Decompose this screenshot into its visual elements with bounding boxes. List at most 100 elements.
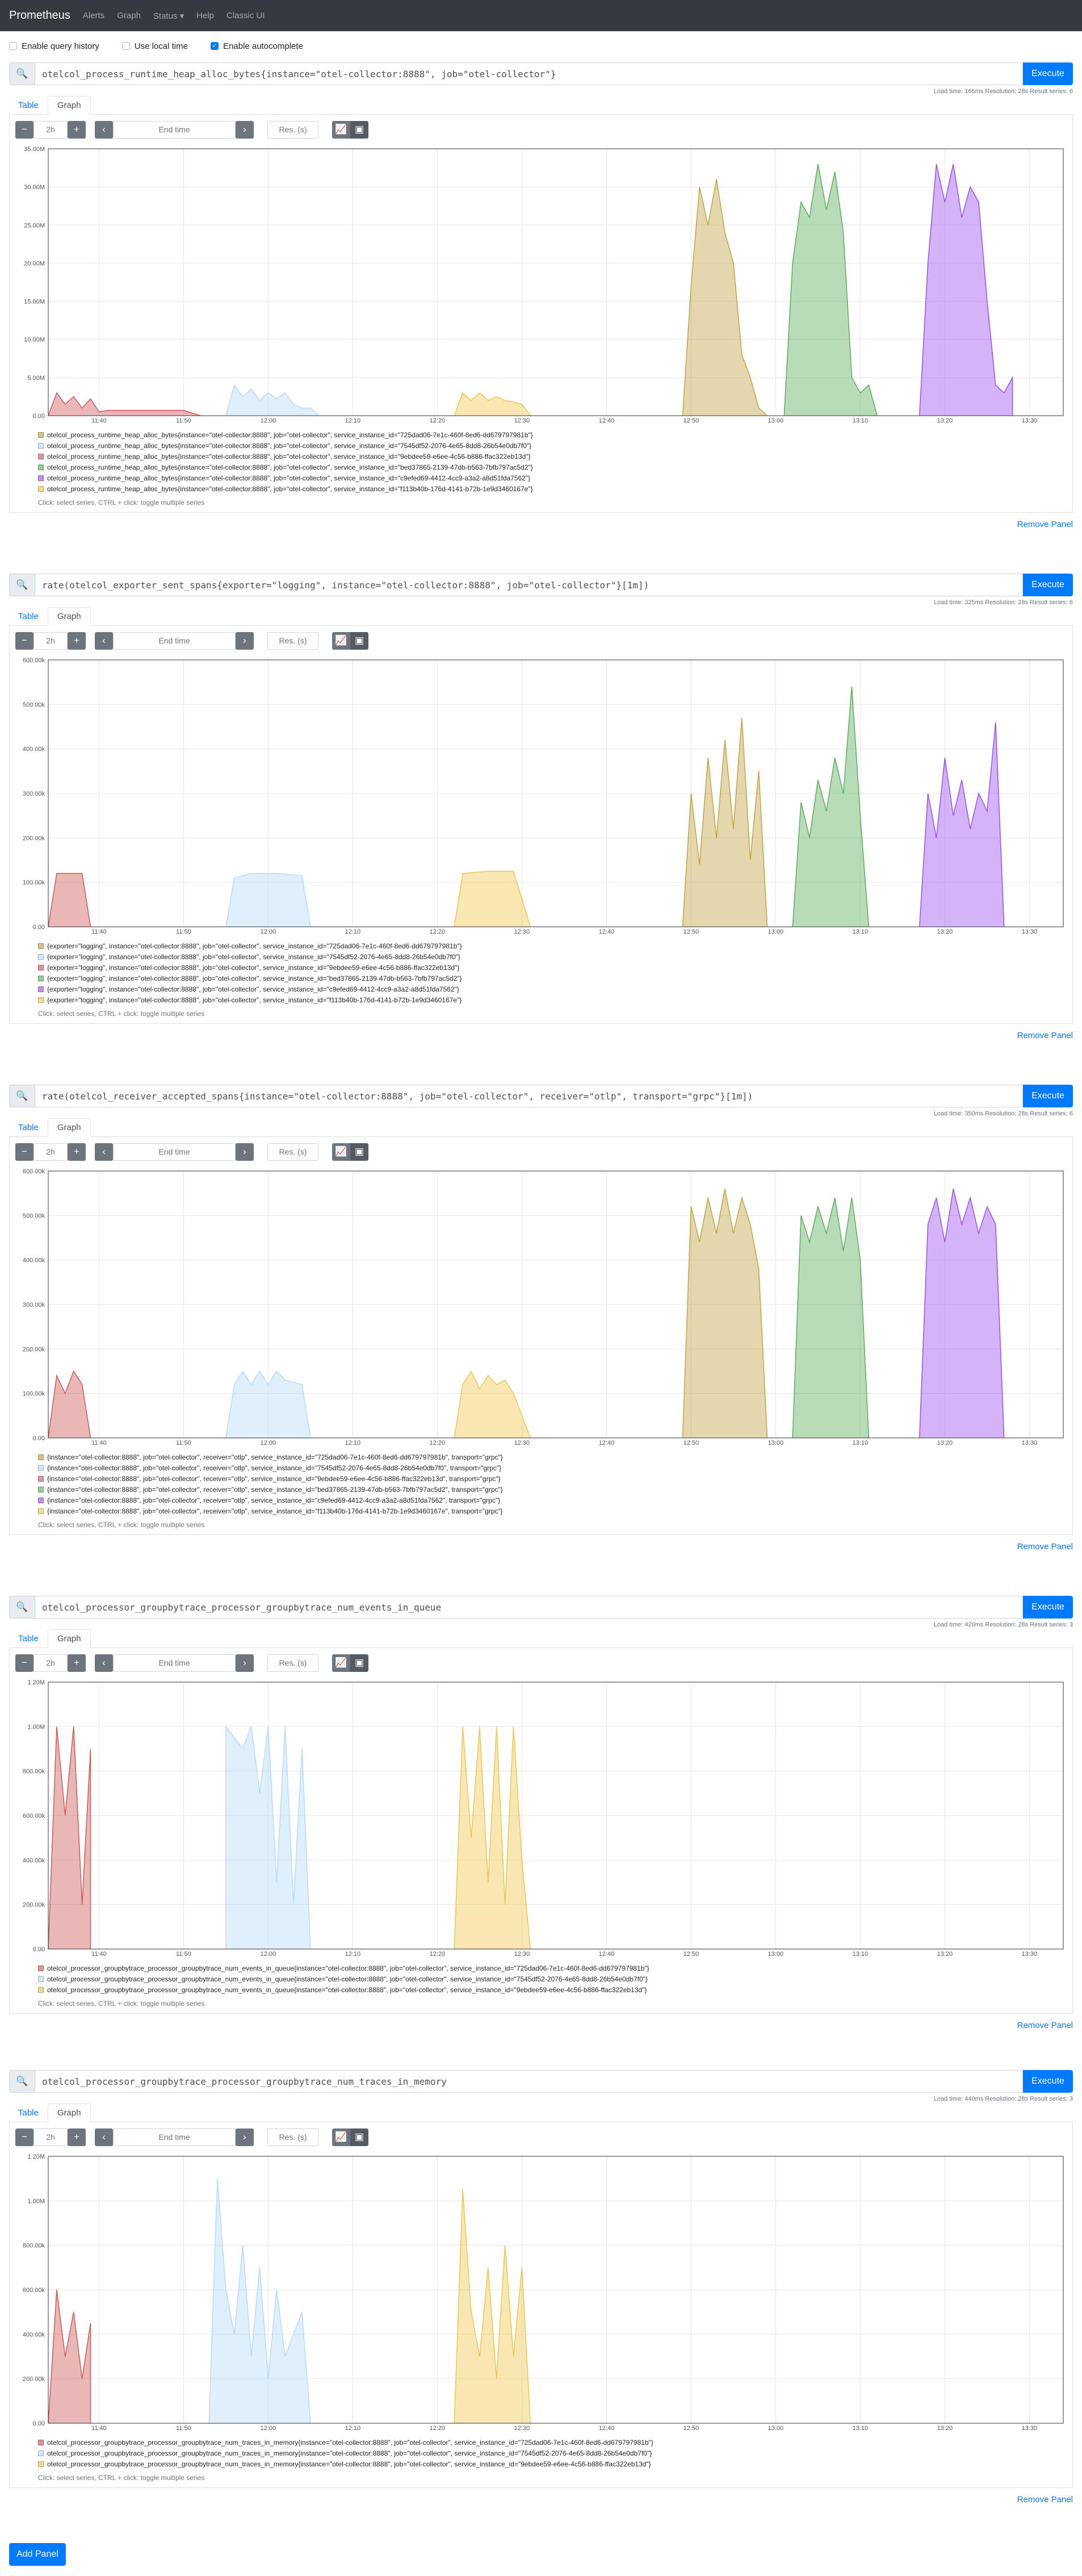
legend-item[interactable]: {instance="otel-collector:8888", job="ot…: [38, 1462, 1053, 1473]
legend-item[interactable]: {instance="otel-collector:8888", job="ot…: [38, 1506, 1053, 1516]
time-back-button[interactable]: ‹: [95, 120, 113, 139]
legend-item[interactable]: {exporter="logging", instance="otel-coll…: [38, 951, 1053, 962]
legend-item[interactable]: otelcol_processor_groupbytrace_processor…: [38, 2458, 1053, 2469]
execute-button[interactable]: Execute: [1023, 1596, 1073, 1619]
nav-alerts[interactable]: Alerts: [82, 11, 105, 20]
autocomplete-option[interactable]: ✓ Enable autocomplete: [210, 41, 303, 51]
resolution-input[interactable]: Res. (s): [267, 120, 318, 139]
stacked-chart-button[interactable]: ▣: [350, 2128, 368, 2146]
range-increase-button[interactable]: +: [68, 2128, 86, 2146]
time-back-button[interactable]: ‹: [95, 1654, 113, 1672]
range-input[interactable]: 2h: [33, 1654, 68, 1672]
end-time-input[interactable]: End time: [113, 2128, 236, 2146]
end-time-input[interactable]: End time: [113, 1654, 236, 1672]
tab-graph[interactable]: Graph: [47, 2104, 91, 2122]
stacked-chart-button[interactable]: ▣: [350, 632, 368, 650]
legend-item[interactable]: {exporter="logging", instance="otel-coll…: [38, 994, 1053, 1005]
range-increase-button[interactable]: +: [68, 1654, 86, 1672]
time-forward-button[interactable]: ›: [236, 1143, 254, 1161]
execute-button[interactable]: Execute: [1023, 2070, 1073, 2093]
remove-panel-link[interactable]: Remove Panel: [1017, 520, 1073, 529]
legend-item[interactable]: {instance="otel-collector:8888", job="ot…: [38, 1452, 1053, 1462]
unstacked-chart-button[interactable]: 📈: [332, 1654, 350, 1672]
end-time-input[interactable]: End time: [113, 1143, 236, 1161]
nav-graph[interactable]: Graph: [117, 11, 141, 20]
stacked-chart-button[interactable]: ▣: [350, 120, 368, 139]
time-forward-button[interactable]: ›: [236, 2128, 254, 2146]
nav-help[interactable]: Help: [196, 11, 214, 20]
remove-panel-link[interactable]: Remove Panel: [1017, 1031, 1073, 1040]
resolution-input[interactable]: Res. (s): [267, 1654, 318, 1672]
legend-item[interactable]: otelcol_process_runtime_heap_alloc_bytes…: [38, 483, 1053, 494]
expression-input[interactable]: otelcol_processor_groupbytrace_processor…: [35, 2070, 1023, 2093]
tab-table[interactable]: Table: [18, 2108, 39, 2118]
range-input[interactable]: 2h: [33, 632, 68, 650]
legend-item[interactable]: otelcol_processor_groupbytrace_processor…: [38, 1984, 1053, 1995]
resolution-input[interactable]: Res. (s): [267, 1143, 318, 1161]
legend-item[interactable]: {instance="otel-collector:8888", job="ot…: [38, 1473, 1053, 1484]
legend-item[interactable]: {exporter="logging", instance="otel-coll…: [38, 962, 1053, 973]
legend-item[interactable]: otelcol_processor_groupbytrace_processor…: [38, 1973, 1053, 1984]
tab-table[interactable]: Table: [18, 1123, 39, 1132]
tab-table[interactable]: Table: [18, 612, 39, 621]
end-time-input[interactable]: End time: [113, 120, 236, 139]
unstacked-chart-button[interactable]: 📈: [332, 2128, 350, 2146]
stacked-chart-button[interactable]: ▣: [350, 1143, 368, 1161]
remove-panel-link[interactable]: Remove Panel: [1017, 2021, 1073, 2030]
legend-item[interactable]: otelcol_process_runtime_heap_alloc_bytes…: [38, 462, 1053, 472]
chart-svg[interactable]: 0.00 200.00k 400.00k 600.00k 800.00k 1.00M 1.2…: [15, 2152, 1067, 2430]
tab-table[interactable]: Table: [18, 1634, 39, 1644]
range-decrease-button[interactable]: −: [15, 2128, 33, 2146]
range-input[interactable]: 2h: [33, 1143, 68, 1161]
local-time-option[interactable]: Use local time: [121, 41, 188, 51]
time-back-button[interactable]: ‹: [95, 632, 113, 650]
legend-item[interactable]: otelcol_processor_groupbytrace_processor…: [38, 2437, 1053, 2448]
autocomplete-checkbox[interactable]: ✓: [210, 42, 219, 50]
tab-graph[interactable]: Graph: [47, 607, 91, 626]
add-panel-button[interactable]: Add Panel: [9, 2543, 66, 2566]
stacked-chart-button[interactable]: ▣: [350, 1654, 368, 1672]
range-input[interactable]: 2h: [33, 2128, 68, 2146]
range-increase-button[interactable]: +: [68, 632, 86, 650]
legend-item[interactable]: {exporter="logging", instance="otel-coll…: [38, 984, 1053, 994]
legend-item[interactable]: {exporter="logging", instance="otel-coll…: [38, 973, 1053, 984]
execute-button[interactable]: Execute: [1023, 62, 1073, 85]
unstacked-chart-button[interactable]: 📈: [332, 632, 350, 650]
chart-svg[interactable]: 0.00 5.00M 10.00M 15.00M 20.00M 25.00M 30.00M 3…: [15, 144, 1067, 423]
expression-input[interactable]: otelcol_process_runtime_heap_alloc_bytes…: [35, 62, 1023, 85]
nav-status-dropdown[interactable]: Status ▾: [153, 11, 184, 21]
local-time-checkbox[interactable]: [121, 42, 130, 50]
range-decrease-button[interactable]: −: [15, 120, 33, 139]
brand-logo[interactable]: Prometheus: [9, 9, 70, 22]
time-forward-button[interactable]: ›: [236, 632, 254, 650]
unstacked-chart-button[interactable]: 📈: [332, 120, 350, 139]
legend-item[interactable]: {instance="otel-collector:8888", job="ot…: [38, 1484, 1053, 1495]
legend-item[interactable]: {exporter="logging", instance="otel-coll…: [38, 940, 1053, 951]
execute-button[interactable]: Execute: [1023, 574, 1073, 596]
tab-table[interactable]: Table: [18, 101, 39, 110]
unstacked-chart-button[interactable]: 📈: [332, 1143, 350, 1161]
tab-graph[interactable]: Graph: [47, 1118, 91, 1137]
nav-classic-ui[interactable]: Classic UI: [226, 11, 265, 20]
range-increase-button[interactable]: +: [68, 1143, 86, 1161]
legend-item[interactable]: otelcol_process_runtime_heap_alloc_bytes…: [38, 429, 1053, 440]
legend-item[interactable]: otelcol_process_runtime_heap_alloc_bytes…: [38, 472, 1053, 483]
expression-input[interactable]: rate(otelcol_exporter_sent_spans{exporte…: [35, 574, 1023, 596]
execute-button[interactable]: Execute: [1023, 1085, 1073, 1107]
resolution-input[interactable]: Res. (s): [267, 2128, 318, 2146]
chart-svg[interactable]: 0.00 100.00k 200.00k 300.00k 400.00k 500.00k 6…: [15, 655, 1067, 934]
range-decrease-button[interactable]: −: [15, 632, 33, 650]
legend-item[interactable]: {instance="otel-collector:8888", job="ot…: [38, 1495, 1053, 1506]
range-input[interactable]: 2h: [33, 120, 68, 139]
legend-item[interactable]: otelcol_process_runtime_heap_alloc_bytes…: [38, 451, 1053, 462]
query-history-option[interactable]: Enable query history: [9, 41, 99, 51]
resolution-input[interactable]: Res. (s): [267, 632, 318, 650]
range-decrease-button[interactable]: −: [15, 1143, 33, 1161]
end-time-input[interactable]: End time: [113, 632, 236, 650]
time-forward-button[interactable]: ›: [236, 120, 254, 139]
range-decrease-button[interactable]: −: [15, 1654, 33, 1672]
chart-svg[interactable]: 0.00 200.00k 400.00k 600.00k 800.00k 1.00M 1.2…: [15, 1678, 1067, 1956]
remove-panel-link[interactable]: Remove Panel: [1017, 1542, 1073, 1552]
tab-graph[interactable]: Graph: [47, 96, 91, 115]
legend-item[interactable]: otelcol_processor_groupbytrace_processor…: [38, 2448, 1053, 2458]
